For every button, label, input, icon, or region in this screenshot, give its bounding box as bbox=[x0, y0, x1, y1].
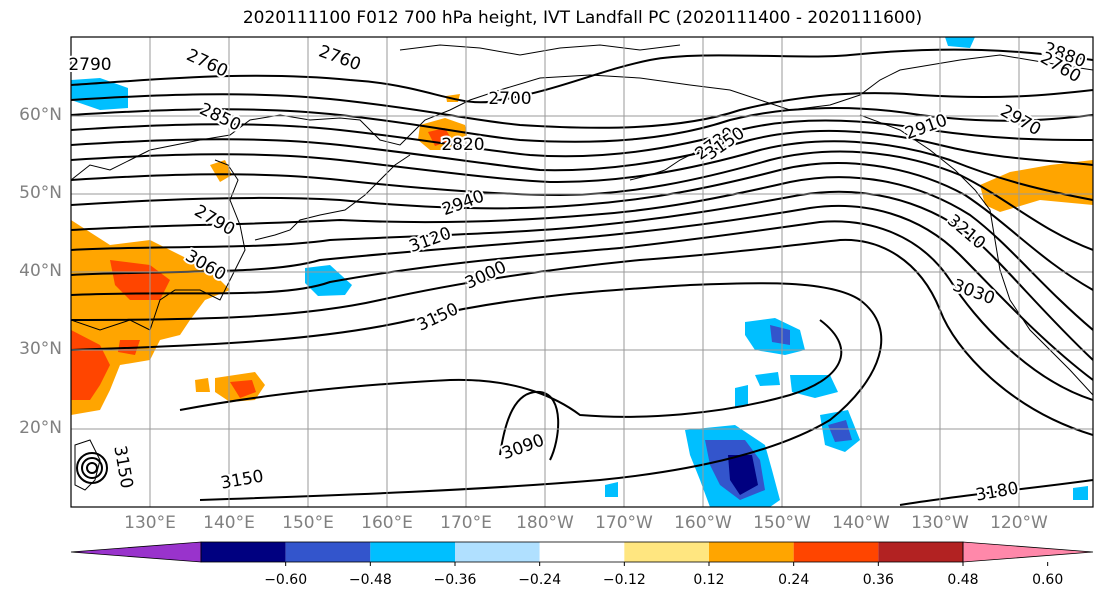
colorbar-segment bbox=[201, 542, 286, 562]
longitude-label: 170°E bbox=[440, 513, 492, 533]
latitude-label: 50°N bbox=[19, 183, 62, 203]
latitude-label: 30°N bbox=[19, 339, 62, 359]
colorbar-segment bbox=[455, 542, 540, 562]
colorbar-segment bbox=[285, 542, 371, 562]
height-contours bbox=[71, 48, 1093, 506]
contour-label: 2700 bbox=[488, 89, 531, 109]
colorbar-segment bbox=[370, 542, 455, 562]
colorbar-tick-label: −0.24 bbox=[518, 572, 562, 588]
contour-label: 3150 bbox=[219, 466, 265, 493]
colorbar-tick-label: −0.48 bbox=[348, 572, 392, 588]
colorbar-tick-label: 0.24 bbox=[778, 572, 810, 588]
contour-label: 2970 bbox=[997, 101, 1044, 140]
colorbar-segment bbox=[624, 542, 709, 562]
longitude-label: 160°W bbox=[674, 513, 732, 533]
latitude-label: 40°N bbox=[19, 261, 62, 281]
map-title: 2020111100 F012 700 hPa height, IVT Land… bbox=[242, 8, 923, 28]
contour-label: 3180 bbox=[974, 478, 1020, 505]
longitude-label: 160°E bbox=[361, 513, 413, 533]
colorbar-tick-label: −0.36 bbox=[433, 572, 477, 588]
contour-label: 3030 bbox=[950, 276, 997, 310]
colorbar-segment bbox=[539, 542, 625, 562]
graticule bbox=[71, 37, 1093, 507]
colorbar-tick-label: 0.36 bbox=[862, 572, 894, 588]
colorbar-tick-label: 0.12 bbox=[693, 572, 725, 588]
contour-label: 2790 bbox=[68, 55, 111, 75]
colorbar-tick-label: 0.48 bbox=[947, 572, 979, 588]
colorbar bbox=[70, 541, 1094, 566]
longitude-label: 130°E bbox=[124, 513, 176, 533]
longitude-label: 150°E bbox=[282, 513, 334, 533]
longitude-label: 170°W bbox=[595, 513, 653, 533]
latitude-label: 60°N bbox=[19, 105, 62, 125]
longitude-label: 140°W bbox=[832, 513, 890, 533]
contour-label: 2850 bbox=[196, 99, 244, 135]
colorbar-tick-label: 0.60 bbox=[1032, 572, 1064, 588]
colorbar-extension-high bbox=[962, 541, 1094, 563]
latitude-label: 20°N bbox=[19, 418, 62, 438]
longitude-label: 120°W bbox=[990, 513, 1048, 533]
longitude-label: 180°W bbox=[516, 513, 574, 533]
contour-label: 3150 bbox=[414, 299, 462, 335]
colorbar-tick-label: −0.60 bbox=[264, 572, 308, 588]
map-frame bbox=[70, 36, 1094, 508]
map-panel bbox=[71, 37, 1093, 507]
contour-label: 3150 bbox=[109, 444, 136, 490]
colorbar-segment bbox=[709, 542, 794, 562]
contour-label: 2820 bbox=[441, 135, 484, 155]
contour-label: 2790 bbox=[191, 201, 238, 240]
contour-label: 3120 bbox=[407, 224, 454, 258]
colorbar-extension-low bbox=[70, 541, 202, 563]
colorbar-tick-label: −0.12 bbox=[602, 572, 646, 588]
ivt-shading-negative bbox=[71, 37, 1088, 507]
colorbar-segment bbox=[878, 542, 963, 562]
contour-label: 3090 bbox=[500, 431, 547, 465]
contour-label: 2760 bbox=[316, 42, 363, 76]
longitude-label: 140°E bbox=[203, 513, 255, 533]
colorbar-segment bbox=[793, 542, 879, 562]
longitude-label: 130°W bbox=[911, 513, 969, 533]
longitude-label: 150°W bbox=[753, 513, 811, 533]
